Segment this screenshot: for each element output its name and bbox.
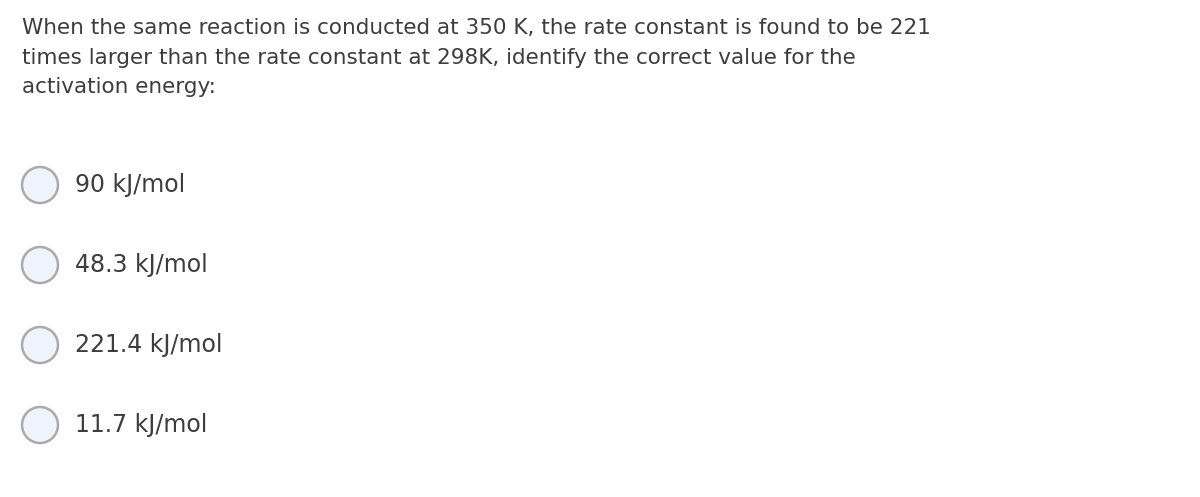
Circle shape	[22, 327, 58, 363]
Text: 48.3 kJ/mol: 48.3 kJ/mol	[74, 253, 208, 277]
Circle shape	[22, 407, 58, 443]
Text: 221.4 kJ/mol: 221.4 kJ/mol	[74, 333, 222, 357]
Text: When the same reaction is conducted at 350 K, the rate constant is found to be 2: When the same reaction is conducted at 3…	[22, 18, 931, 97]
Text: 11.7 kJ/mol: 11.7 kJ/mol	[74, 413, 208, 437]
Circle shape	[22, 167, 58, 203]
Circle shape	[22, 247, 58, 283]
Text: 90 kJ/mol: 90 kJ/mol	[74, 173, 185, 197]
